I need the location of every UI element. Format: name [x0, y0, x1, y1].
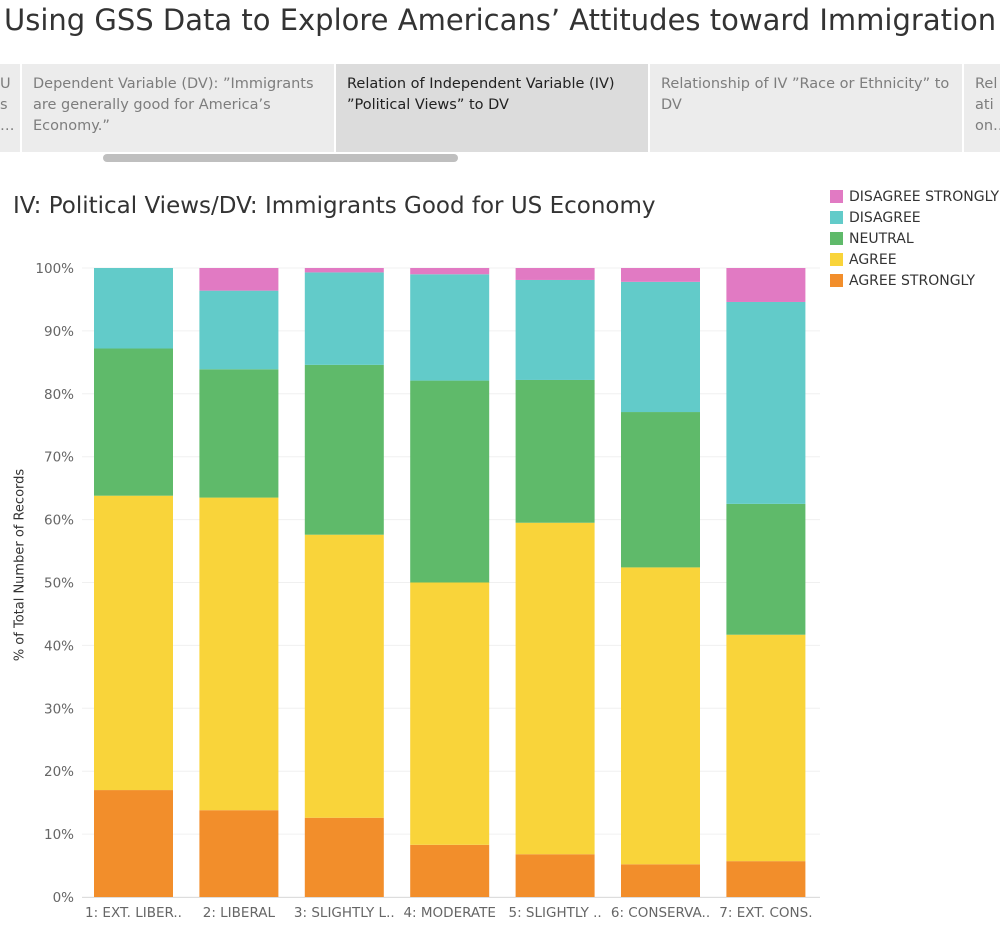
legend-label: DISAGREE STRONGLY — [849, 188, 1000, 205]
bar-segment-disagree-strongly — [410, 268, 490, 275]
legend-swatch — [830, 190, 843, 203]
y-tick-label: 40% — [44, 638, 74, 654]
x-tick-label: 5: SLIGHTLY .. — [508, 905, 601, 921]
x-tick-label: 7: EXT. CONS. — [719, 905, 812, 921]
bar-segment-agree — [410, 582, 490, 845]
bar-segment-disagree-strongly — [726, 268, 806, 302]
chart-title: IV: Political Views/DV: Immigrants Good … — [13, 193, 656, 219]
chart-legend: DISAGREE STRONGLY DISAGREE NEUTRAL AGREE AGR… — [830, 186, 999, 291]
y-tick-label: 80% — [44, 387, 74, 403]
bar-segment-neutral — [410, 380, 490, 583]
bar-segment-disagree — [199, 290, 279, 370]
bar-segment-agree-strongly — [199, 810, 279, 897]
bar-segment-agree — [304, 534, 384, 818]
x-tick-label: 6: CONSERVA.. — [611, 905, 710, 921]
y-tick-label: 100% — [35, 261, 74, 277]
y-tick-label: 10% — [44, 827, 74, 843]
bar-segment-neutral — [94, 348, 173, 496]
bar-segment-agree-strongly — [621, 864, 700, 897]
bar-segment-disagree — [410, 274, 490, 381]
legend-item[interactable]: DISAGREE — [830, 207, 999, 228]
bar-segment-disagree-strongly — [304, 268, 384, 273]
legend-swatch — [830, 274, 843, 287]
bar-segment-neutral — [199, 369, 279, 498]
bar-segment-disagree — [726, 301, 806, 504]
bar-segment-agree — [515, 522, 595, 855]
x-tick-label: 3: SLIGHTLY L.. — [294, 905, 395, 921]
y-tick-label: 60% — [44, 513, 74, 529]
story-point-label: Relation of Independent Variable (IV) ”P… — [347, 76, 615, 113]
bar-segment-disagree-strongly — [621, 268, 700, 282]
story-point-label: Dependent Variable (DV): ”Immigrants are… — [33, 76, 314, 134]
bar-segment-agree-strongly — [726, 861, 806, 897]
bar-segment-agree — [199, 497, 279, 811]
bar-segment-disagree — [515, 279, 595, 380]
story-navigator: U s … Dependent Variable (DV): ”Immigran… — [0, 64, 1000, 154]
story-nav-scrollbar[interactable] — [103, 154, 458, 162]
bar-segment-neutral — [515, 379, 595, 523]
legend-label: AGREE — [849, 251, 897, 268]
story-point-dependent-variable[interactable]: Dependent Variable (DV): ”Immigrants are… — [22, 64, 334, 152]
legend-swatch — [830, 253, 843, 266]
legend-item[interactable]: NEUTRAL — [830, 228, 999, 249]
bar-segment-agree — [94, 495, 173, 791]
story-point-label: Rel ati on… — [975, 76, 1000, 134]
bar-segment-agree — [621, 567, 700, 865]
legend-swatch — [830, 211, 843, 224]
legend-item[interactable]: DISAGREE STRONGLY — [830, 186, 999, 207]
legend-item[interactable]: AGREE — [830, 249, 999, 270]
legend-label: AGREE STRONGLY — [849, 272, 976, 289]
bar-segment-disagree — [304, 272, 384, 365]
bar-segment-disagree-strongly — [199, 268, 279, 291]
story-point-1-label: U s … — [0, 76, 15, 134]
y-tick-label: 20% — [44, 764, 74, 780]
y-tick-label: 70% — [44, 450, 74, 466]
x-tick-label: 4: MODERATE — [403, 905, 495, 921]
y-tick-label: 0% — [53, 890, 75, 906]
bar-segment-agree — [726, 634, 806, 862]
story-point-label: Relationship of IV ”Race or Ethnicity” t… — [661, 76, 950, 113]
bar-segment-neutral — [621, 412, 700, 568]
bar-segment-neutral — [304, 364, 384, 535]
x-tick-label: 1: EXT. LIBER.. — [85, 905, 182, 921]
bar-segment-disagree — [94, 268, 173, 349]
x-tick-label: 2: LIBERAL — [203, 905, 276, 921]
bar-segment-agree-strongly — [515, 854, 595, 897]
bar-segment-disagree — [621, 281, 700, 413]
story-point-5[interactable]: Rel ati on… — [964, 64, 1000, 152]
story-title: Using GSS Data to Explore Americans’ Att… — [4, 3, 997, 37]
bar-segment-agree-strongly — [410, 844, 490, 897]
story-point-race-ethnicity[interactable]: Relationship of IV ”Race or Ethnicity” t… — [650, 64, 962, 152]
y-tick-label: 50% — [44, 576, 74, 592]
bar-segment-agree-strongly — [304, 817, 384, 897]
bar-segment-neutral — [726, 503, 806, 635]
bar-segment-disagree-strongly — [515, 268, 595, 280]
legend-swatch — [830, 232, 843, 245]
legend-item[interactable]: AGREE STRONGLY — [830, 270, 999, 291]
legend-label: DISAGREE — [849, 209, 921, 226]
bar-segment-agree-strongly — [94, 790, 173, 897]
story-point-political-views[interactable]: Relation of Independent Variable (IV) ”P… — [336, 64, 648, 152]
y-tick-label: 30% — [44, 701, 74, 717]
y-tick-label: 90% — [44, 324, 74, 340]
story-point-1[interactable]: U s … — [0, 64, 20, 152]
legend-label: NEUTRAL — [849, 230, 914, 247]
